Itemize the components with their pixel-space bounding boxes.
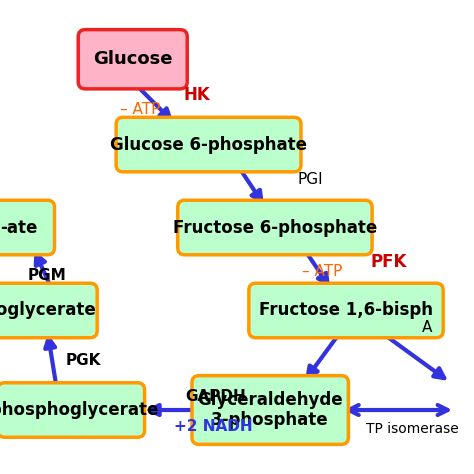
- Text: -phosphoglycerate: -phosphoglycerate: [0, 401, 159, 419]
- Text: – ATP: – ATP: [302, 264, 343, 279]
- Text: Fructose 6-phosphate: Fructose 6-phosphate: [173, 219, 377, 237]
- FancyBboxPatch shape: [0, 283, 97, 338]
- Text: – ATP: – ATP: [119, 101, 160, 117]
- Text: Glucose: Glucose: [93, 50, 173, 68]
- Text: TP isomerase: TP isomerase: [366, 422, 459, 436]
- FancyBboxPatch shape: [0, 383, 145, 437]
- Text: A: A: [421, 319, 432, 335]
- Text: -ate: -ate: [0, 219, 37, 237]
- FancyBboxPatch shape: [116, 118, 301, 172]
- Text: -oglycerate: -oglycerate: [0, 301, 96, 319]
- Text: HK: HK: [183, 86, 210, 104]
- Text: Glyceraldehyde
3-phosphate: Glyceraldehyde 3-phosphate: [197, 391, 343, 429]
- FancyBboxPatch shape: [78, 30, 187, 89]
- Text: Glucose 6-phosphate: Glucose 6-phosphate: [110, 136, 307, 154]
- FancyBboxPatch shape: [192, 375, 348, 445]
- Text: Fructose 1,6-bisph: Fructose 1,6-bisph: [259, 301, 433, 319]
- FancyBboxPatch shape: [0, 200, 55, 255]
- FancyBboxPatch shape: [249, 283, 443, 338]
- FancyBboxPatch shape: [178, 200, 372, 255]
- Text: PGI: PGI: [298, 172, 323, 187]
- Text: PFK: PFK: [371, 253, 407, 271]
- Text: +2 NADH: +2 NADH: [174, 419, 253, 434]
- Text: PGM: PGM: [28, 268, 67, 283]
- Text: GAPDH: GAPDH: [185, 389, 246, 404]
- Text: PGK: PGK: [65, 353, 100, 368]
